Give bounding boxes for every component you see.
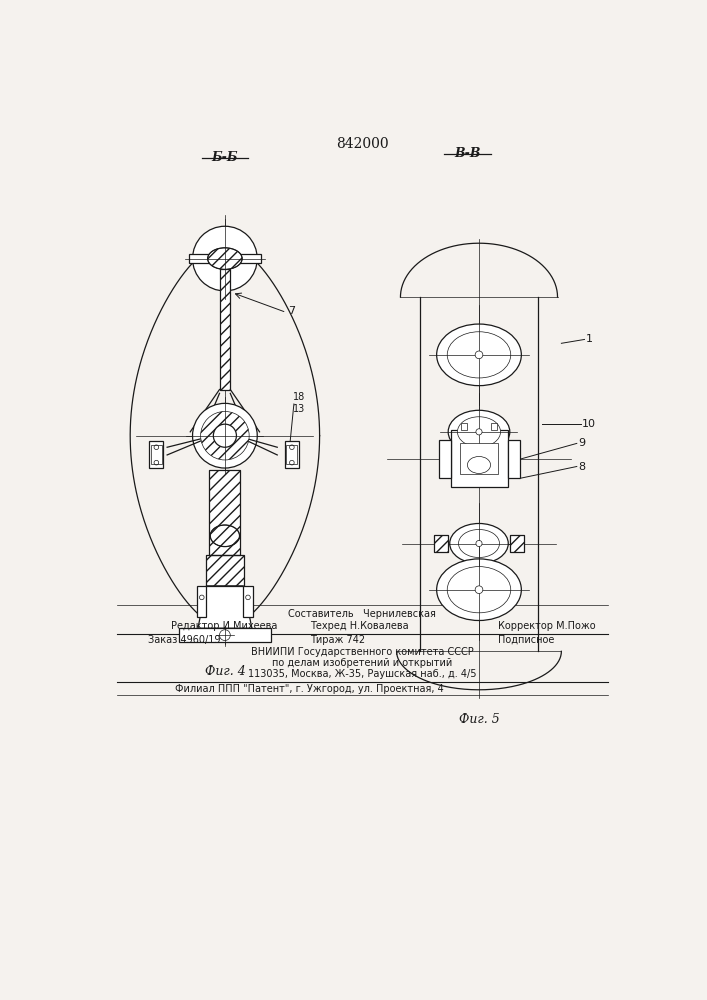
Bar (243, 586, 252, 617)
Ellipse shape (459, 529, 499, 558)
Bar (439, 440, 450, 478)
Bar (197, 586, 206, 617)
Bar (206, 555, 244, 586)
Circle shape (192, 226, 257, 291)
Bar (206, 555, 244, 586)
Text: Фиг. 4: Фиг. 4 (204, 665, 245, 678)
Bar (219, 269, 230, 389)
Bar (491, 423, 498, 430)
Bar (219, 269, 230, 389)
Text: 8: 8 (578, 462, 585, 472)
Text: 7: 7 (288, 306, 295, 316)
Ellipse shape (448, 410, 510, 453)
Text: 13: 13 (293, 404, 305, 414)
Bar (434, 535, 448, 552)
Bar (450, 430, 508, 487)
Bar (460, 423, 467, 430)
Circle shape (192, 403, 257, 468)
Bar (510, 535, 524, 552)
Text: Б-Б: Б-Б (211, 151, 238, 164)
Text: 10: 10 (582, 419, 596, 429)
Text: по делам изобретений и открытий: по делам изобретений и открытий (271, 658, 452, 668)
Circle shape (201, 411, 249, 460)
Text: 1: 1 (586, 334, 593, 344)
Bar (209, 470, 240, 555)
Bar (286, 445, 297, 464)
Bar (510, 535, 524, 552)
Polygon shape (198, 586, 252, 628)
Ellipse shape (448, 332, 510, 378)
Bar (434, 535, 448, 552)
Text: 9: 9 (578, 438, 585, 448)
Bar (189, 254, 261, 263)
Text: 842000: 842000 (336, 137, 388, 151)
Circle shape (475, 351, 483, 359)
Bar (209, 470, 240, 555)
Text: Заказ 4960/19: Заказ 4960/19 (148, 635, 221, 645)
Ellipse shape (457, 417, 501, 447)
Text: В-В: В-В (454, 147, 481, 160)
Text: Фиг. 5: Фиг. 5 (459, 713, 499, 726)
Circle shape (475, 586, 483, 594)
Bar (149, 441, 163, 468)
Text: Корректор М.Пожо: Корректор М.Пожо (498, 621, 596, 631)
Text: Редактор И.Михеева: Редактор И.Михеева (171, 621, 277, 631)
Text: Подписное: Подписное (498, 635, 554, 645)
Bar (151, 445, 162, 464)
Text: Филиал ППП "Патент", г. Ужгород, ул. Проектная, 4: Филиал ППП "Патент", г. Ужгород, ул. Про… (175, 684, 443, 694)
Ellipse shape (437, 559, 521, 620)
Bar (285, 441, 299, 468)
Bar (179, 628, 271, 642)
Circle shape (476, 429, 482, 435)
Text: Техред Н.Ковалева: Техред Н.Ковалева (310, 621, 408, 631)
Ellipse shape (208, 248, 242, 269)
Circle shape (214, 424, 236, 447)
Ellipse shape (210, 525, 240, 547)
Ellipse shape (448, 567, 510, 613)
Ellipse shape (450, 523, 508, 564)
Circle shape (476, 540, 482, 547)
Text: Составитель   Чернилевская: Составитель Чернилевская (288, 609, 436, 619)
Text: 18: 18 (293, 392, 305, 402)
Ellipse shape (467, 456, 491, 473)
Text: Тираж 742: Тираж 742 (310, 635, 365, 645)
Bar (508, 440, 520, 478)
Text: ВНИИПИ Государственного комитета СССР: ВНИИПИ Государственного комитета СССР (250, 647, 473, 657)
Ellipse shape (437, 324, 521, 386)
Bar (460, 443, 498, 474)
Text: 113035, Москва, Ж-35, Раушская наб., д. 4/5: 113035, Москва, Ж-35, Раушская наб., д. … (247, 669, 477, 679)
